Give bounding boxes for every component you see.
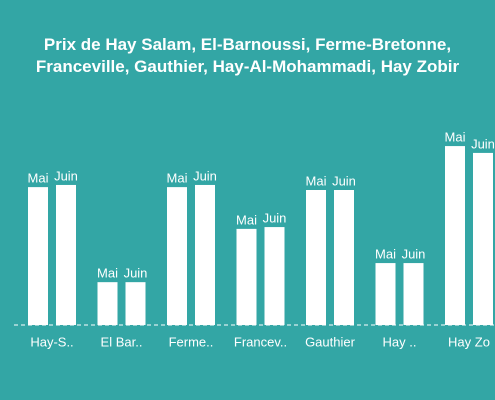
- x-tick-label: Ferme..: [169, 334, 214, 349]
- bar-label: Juin: [193, 168, 217, 183]
- bar-label: Mai: [167, 171, 188, 186]
- bar-label: Mai: [445, 130, 466, 145]
- bar-label: Mai: [97, 266, 118, 281]
- bar-label: Juin: [332, 173, 356, 188]
- bar: [445, 146, 465, 325]
- bar: [56, 184, 76, 325]
- bar: [264, 227, 285, 325]
- bar: [125, 282, 146, 325]
- bar-label: Mai: [236, 212, 257, 227]
- bar: [403, 263, 424, 325]
- bar-label: Juin: [263, 211, 287, 226]
- bar-label: Mai: [375, 247, 396, 262]
- x-tick-label: Hay ..: [383, 334, 417, 349]
- x-tick-label: Hay-S..: [30, 334, 73, 349]
- x-tick-label: El Bar..: [101, 334, 143, 349]
- bar-label: Mai: [28, 171, 49, 186]
- bar: [375, 263, 396, 325]
- bar: [97, 282, 118, 325]
- bar: [195, 184, 215, 325]
- bar: [236, 228, 257, 325]
- bar-label: Juin: [402, 247, 426, 262]
- bar-label: Juin: [54, 168, 78, 183]
- bar: [334, 190, 354, 325]
- bar: [167, 187, 187, 325]
- bar: [473, 152, 493, 325]
- bar: [306, 190, 326, 325]
- bar: [28, 187, 48, 325]
- x-tick-label: Hay Zo: [448, 334, 490, 349]
- x-tick-label: Gauthier: [305, 334, 356, 349]
- bar-label: Mai: [306, 173, 327, 188]
- bar-label: Juin: [124, 266, 148, 281]
- chart-title: Prix de Hay Salam, El-Barnoussi, Ferme-B…: [35, 35, 460, 76]
- x-tick-label: Francev..: [234, 334, 287, 349]
- bar-label: Juin: [471, 136, 495, 151]
